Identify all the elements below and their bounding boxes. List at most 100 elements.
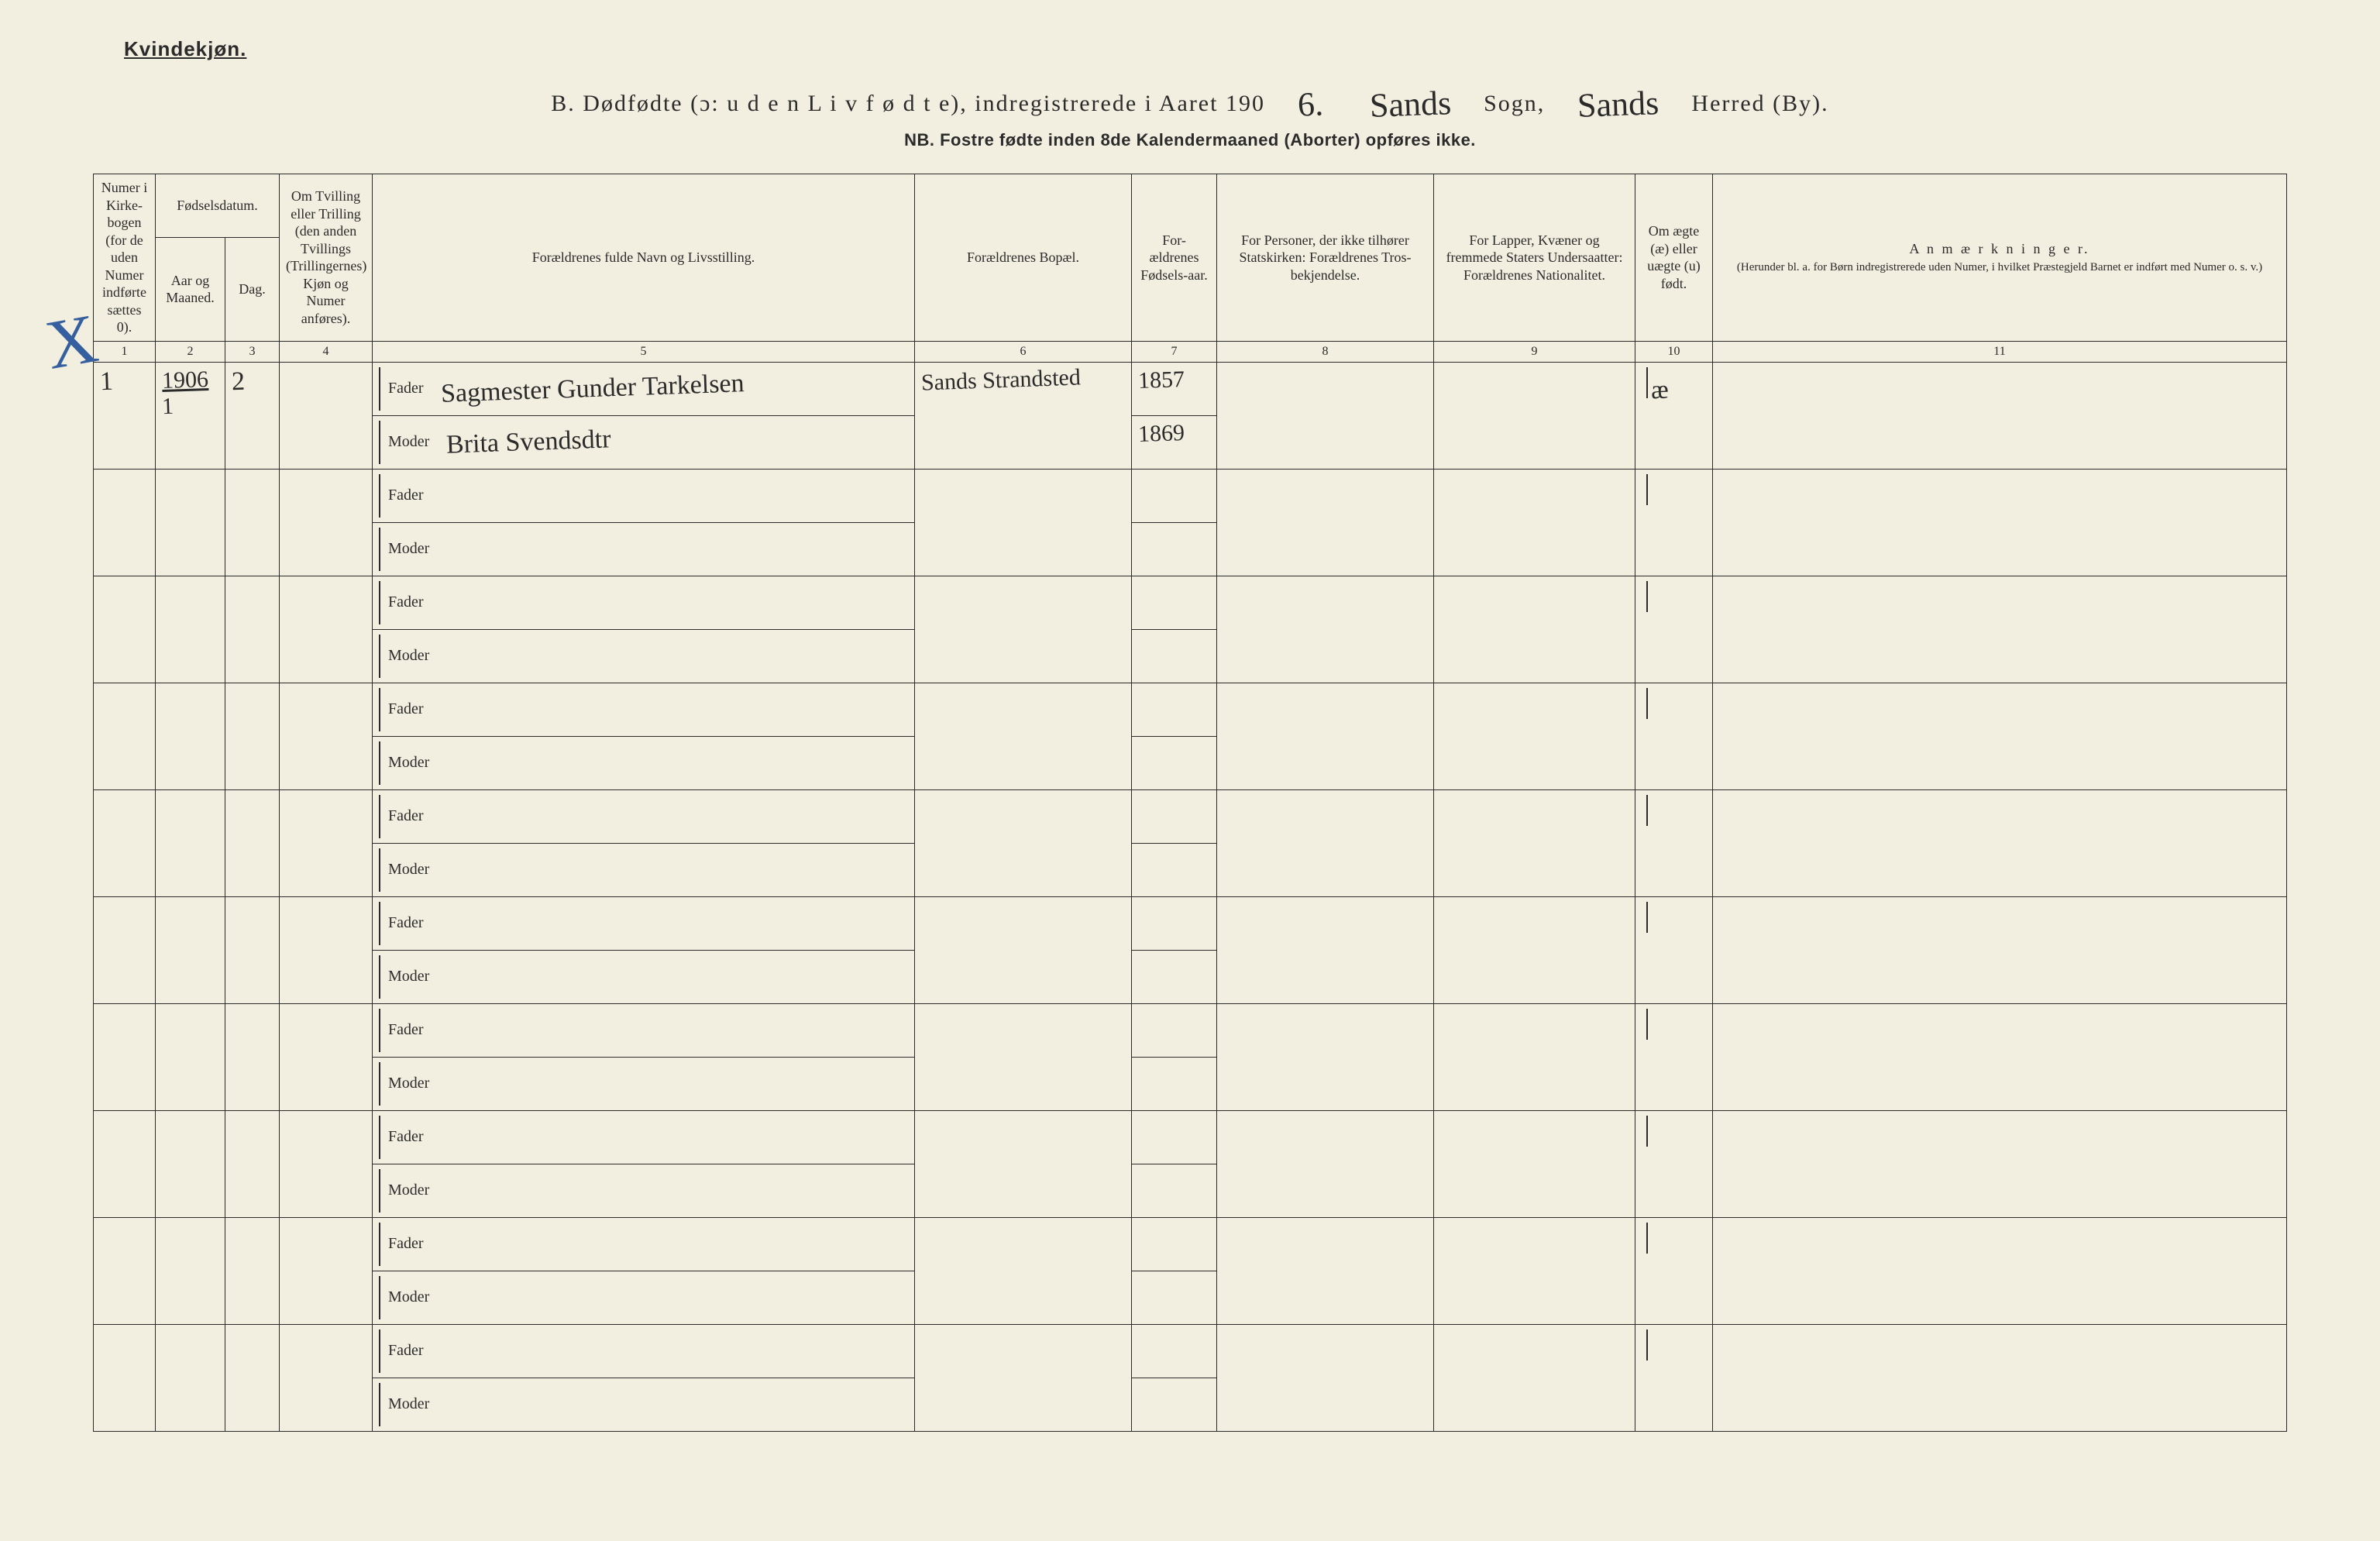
colnum-2: 2: [156, 341, 225, 362]
col-header-date: Fødselsdatum.: [156, 174, 280, 238]
cell-year-month: 19061: [156, 362, 225, 469]
cell-mother-birthyear: [1132, 1164, 1217, 1217]
table-row: Fader: [94, 789, 2287, 843]
cell-twin: [280, 1110, 373, 1217]
cell-residence: [915, 1217, 1132, 1324]
sogn-label: Sogn,: [1484, 91, 1545, 117]
cell-number: [94, 576, 156, 683]
cell-father-name: Fader: [373, 1110, 915, 1164]
cell-day: [225, 1003, 280, 1110]
cell-day: [225, 1110, 280, 1217]
cell-nationality: [1434, 683, 1635, 789]
table-row: Fader: [94, 1324, 2287, 1378]
cell-mother-name: Moder: [373, 736, 915, 789]
table-row: Fader: [94, 469, 2287, 522]
table-row: Fader: [94, 576, 2287, 629]
cell-mother-name: Moder: [373, 522, 915, 576]
cell-remarks: [1713, 1217, 2287, 1324]
colnum-6: 6: [915, 341, 1132, 362]
cell-father-birthyear: [1132, 1110, 1217, 1164]
cell-year-month: [156, 683, 225, 789]
table-row: Fader: [94, 1003, 2287, 1057]
cell-legitimacy: [1635, 1003, 1713, 1110]
cell-residence: [915, 1003, 1132, 1110]
colnum-1: 1: [94, 341, 156, 362]
cell-mother-birthyear: [1132, 950, 1217, 1003]
cell-residence: [915, 1110, 1132, 1217]
cell-remarks: [1713, 1324, 2287, 1431]
cell-mother-name: Moder: [373, 1057, 915, 1110]
cell-twin: [280, 1003, 373, 1110]
col-header-remarks-sub: (Herunder bl. a. for Børn indregistrered…: [1737, 261, 2262, 273]
cell-year-month: [156, 1217, 225, 1324]
cell-day: [225, 1324, 280, 1431]
cell-year-month: [156, 469, 225, 576]
cell-legitimacy: [1635, 896, 1713, 1003]
cell-day: [225, 1217, 280, 1324]
cell-mother-name: Moder: [373, 1378, 915, 1431]
cell-nationality: [1434, 1324, 1635, 1431]
cell-legitimacy: [1635, 789, 1713, 896]
cell-father-name: Fader: [373, 1003, 915, 1057]
cell-religion: [1217, 896, 1434, 1003]
sogn-handwritten: Sands: [1355, 83, 1466, 126]
cell-number: [94, 683, 156, 789]
cell-remarks: [1713, 576, 2287, 683]
cell-mother-birthyear: [1132, 736, 1217, 789]
cell-nationality: [1434, 576, 1635, 683]
cell-mother-name: Moder: [373, 1271, 915, 1324]
colnum-7: 7: [1132, 341, 1217, 362]
cell-legitimacy: [1635, 1217, 1713, 1324]
cell-father-birthyear: [1132, 469, 1217, 522]
cell-nationality: [1434, 1217, 1635, 1324]
cell-mother-birthyear: [1132, 1271, 1217, 1324]
table-row: Fader: [94, 896, 2287, 950]
year-handwritten: 6.: [1283, 84, 1338, 125]
cell-nationality: [1434, 469, 1635, 576]
col-header-remarks-title: A n m æ r k n i n g e r.: [1910, 241, 2090, 256]
colnum-9: 9: [1434, 341, 1635, 362]
cell-father-name: Fader: [373, 683, 915, 736]
cell-day: [225, 469, 280, 576]
cell-nationality: [1434, 1110, 1635, 1217]
cell-father-name: Fader: [373, 896, 915, 950]
cell-religion: [1217, 789, 1434, 896]
cell-father-birthyear: [1132, 1217, 1217, 1271]
cell-father-name: Fader: [373, 576, 915, 629]
cell-father-name: FaderSagmester Gunder Tarkelsen: [373, 362, 915, 415]
cell-father-birthyear: [1132, 1003, 1217, 1057]
cell-year-month: [156, 896, 225, 1003]
cell-mother-birthyear: 1869: [1132, 415, 1217, 469]
cell-day: [225, 896, 280, 1003]
cell-twin: [280, 469, 373, 576]
cell-twin: [280, 1217, 373, 1324]
cell-residence: [915, 896, 1132, 1003]
cell-religion: [1217, 1110, 1434, 1217]
cell-number: 1: [94, 362, 156, 469]
cell-religion: [1217, 1324, 1434, 1431]
cell-father-name: Fader: [373, 469, 915, 522]
cell-legitimacy: [1635, 683, 1713, 789]
cell-mother-birthyear: [1132, 522, 1217, 576]
cell-number: [94, 789, 156, 896]
cell-legitimacy: [1635, 469, 1713, 576]
cell-year-month: [156, 789, 225, 896]
colnum-10: 10: [1635, 341, 1713, 362]
cell-residence: Sands Strandsted: [915, 362, 1132, 469]
cell-mother-birthyear: [1132, 1378, 1217, 1431]
table-row: Fader: [94, 1217, 2287, 1271]
cell-father-birthyear: 1857: [1132, 362, 1217, 415]
col-header-religion: For Personer, der ikke tilhører Statskir…: [1217, 174, 1434, 342]
col-header-day: Dag.: [225, 237, 280, 341]
cell-nationality: [1434, 789, 1635, 896]
cell-religion: [1217, 362, 1434, 469]
cell-day: [225, 789, 280, 896]
title-prefix: B. Dødfødte (ɔ: u d e n L i v f ø d t e)…: [551, 91, 1265, 117]
table-row: Fader: [94, 1110, 2287, 1164]
colnum-8: 8: [1217, 341, 1434, 362]
cell-year-month: [156, 1003, 225, 1110]
cell-residence: [915, 576, 1132, 683]
cell-remarks: [1713, 683, 2287, 789]
cell-residence: [915, 789, 1132, 896]
cell-remarks: [1713, 896, 2287, 1003]
